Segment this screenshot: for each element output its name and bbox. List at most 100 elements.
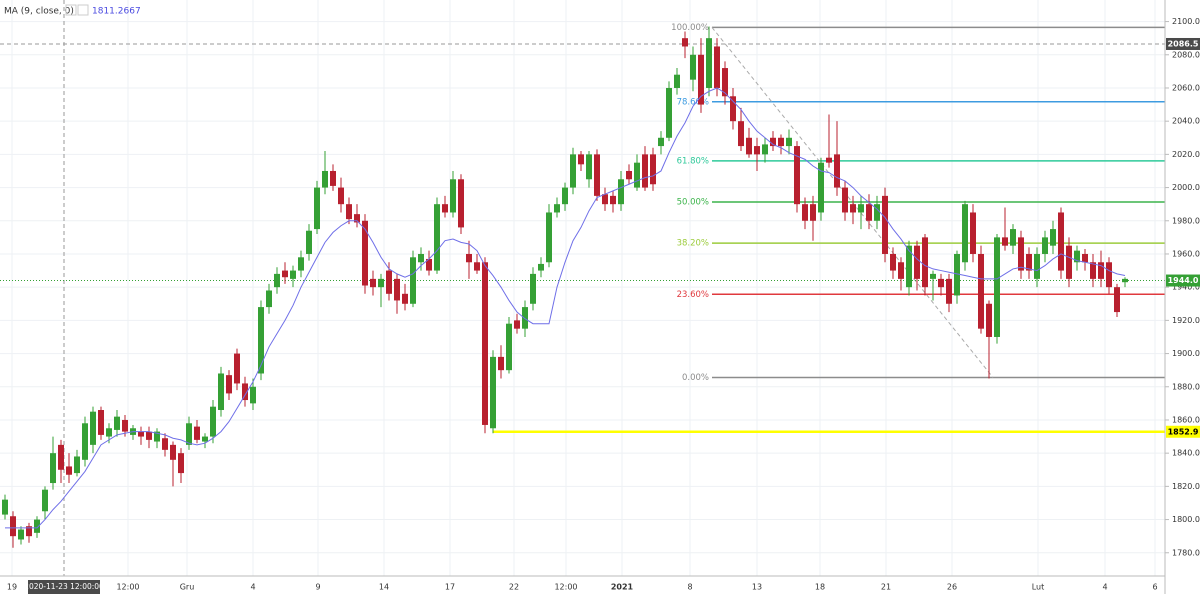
- crosshair-label-box: [28, 580, 100, 594]
- candle-body: [114, 416, 120, 430]
- candle-body: [1002, 237, 1008, 246]
- candle-body: [970, 212, 976, 254]
- candle-body: [2, 499, 8, 515]
- candle-body: [234, 353, 240, 384]
- y-tick-label: 2100.0: [1172, 17, 1200, 26]
- y-tick-label: 1860.0: [1172, 415, 1200, 424]
- y-tick-label: 2060.0: [1172, 83, 1200, 92]
- candle-body: [786, 137, 792, 147]
- candle-body: [642, 154, 648, 188]
- candle-body: [490, 356, 496, 429]
- candle-body: [714, 46, 720, 88]
- candle-body: [1122, 278, 1128, 283]
- candle-body: [594, 154, 600, 196]
- candle-body: [610, 195, 616, 205]
- candle-body: [330, 170, 336, 186]
- candle-body: [794, 146, 800, 205]
- candle-body: [154, 431, 160, 442]
- candle-body: [1050, 229, 1056, 246]
- x-tick-label: 18: [815, 583, 825, 592]
- candle-body: [162, 438, 168, 450]
- candle-body: [1074, 250, 1080, 263]
- candle-body: [226, 375, 232, 394]
- candle-body: [874, 204, 880, 221]
- candle-body: [538, 263, 544, 271]
- candle-body: [250, 386, 256, 404]
- legend-icon[interactable]: [77, 4, 89, 16]
- candle-body: [458, 179, 464, 228]
- candle-body: [298, 257, 304, 271]
- candle-body: [442, 204, 448, 213]
- y-tick-label: 1840.0: [1172, 449, 1200, 458]
- y-tick-label: 2040.0: [1172, 117, 1200, 126]
- candle-body: [1010, 229, 1016, 246]
- y-tick-label: 1900.0: [1172, 349, 1200, 358]
- y-tick-label: 1980.0: [1172, 216, 1200, 225]
- x-tick-label: 14: [379, 583, 389, 592]
- candle-body: [1106, 262, 1112, 288]
- candle-body: [322, 170, 328, 188]
- candle-body: [834, 154, 840, 188]
- price-label: 2086.5: [1168, 39, 1199, 48]
- candle-body: [306, 230, 312, 254]
- candle-body: [290, 270, 296, 279]
- candle-body: [1042, 237, 1048, 254]
- price-label: 1944.0: [1168, 276, 1199, 285]
- candle-body: [210, 406, 216, 437]
- candle-body: [274, 273, 280, 288]
- candle-body: [26, 526, 32, 537]
- x-tick-label: 22: [509, 583, 519, 592]
- candle-body: [66, 466, 72, 475]
- fib-level-label: 78.60%: [677, 97, 709, 107]
- candle-body: [1098, 262, 1104, 279]
- candle-body: [370, 278, 376, 288]
- candle-body: [338, 187, 344, 205]
- candle-body: [778, 137, 784, 147]
- y-tick-label: 2080.0: [1172, 50, 1200, 59]
- candle-body: [50, 453, 56, 484]
- price-label-box: [1166, 37, 1200, 50]
- y-tick-label: 1880.0: [1172, 382, 1200, 391]
- candle-body: [1058, 212, 1064, 271]
- candle-body: [314, 187, 320, 230]
- candle-body: [90, 411, 96, 445]
- fib-level-label: 100.00%: [671, 23, 709, 33]
- candle-body: [962, 204, 968, 263]
- x-tick-label: 2021: [611, 583, 634, 592]
- candle-body: [698, 54, 704, 105]
- x-tick-label: 21: [881, 583, 891, 592]
- candle-body: [586, 154, 592, 180]
- candle-body: [850, 204, 856, 213]
- candle-body: [986, 303, 992, 337]
- candle-body: [922, 237, 928, 288]
- candle-body: [362, 220, 368, 286]
- candle-body: [1018, 237, 1024, 271]
- candle-body: [258, 307, 264, 374]
- candle-body: [674, 74, 680, 88]
- x-tick-label: Lut: [1032, 583, 1045, 592]
- legend-icon[interactable]: [65, 4, 77, 16]
- candle-body: [946, 278, 952, 304]
- candle-body: [394, 278, 400, 301]
- candle-body: [770, 137, 776, 147]
- x-tick-label: 4: [250, 583, 255, 592]
- candle-body: [994, 237, 1000, 337]
- candle-body: [706, 38, 712, 88]
- fib-level-label: 61.80%: [677, 156, 709, 166]
- candle-body: [690, 54, 696, 80]
- legend-label: MA (9, close, 0): [4, 7, 74, 17]
- candle-body: [194, 426, 200, 440]
- candle-body: [882, 195, 888, 254]
- candle-body: [186, 423, 192, 445]
- candle-body: [522, 307, 528, 329]
- candle-body: [242, 383, 248, 401]
- candle-body: [42, 489, 48, 512]
- candle-body: [762, 144, 768, 155]
- candle-body: [506, 323, 512, 371]
- candle-body: [626, 170, 632, 180]
- plot: 100.00% 78.60% 61.80% 50.00% 38.20% 23.60% 0.0…: [0, 23, 1165, 548]
- ma-line: [5, 87, 1126, 529]
- candle-body: [98, 410, 104, 435]
- y-tick-label: 1940.0: [1172, 283, 1200, 292]
